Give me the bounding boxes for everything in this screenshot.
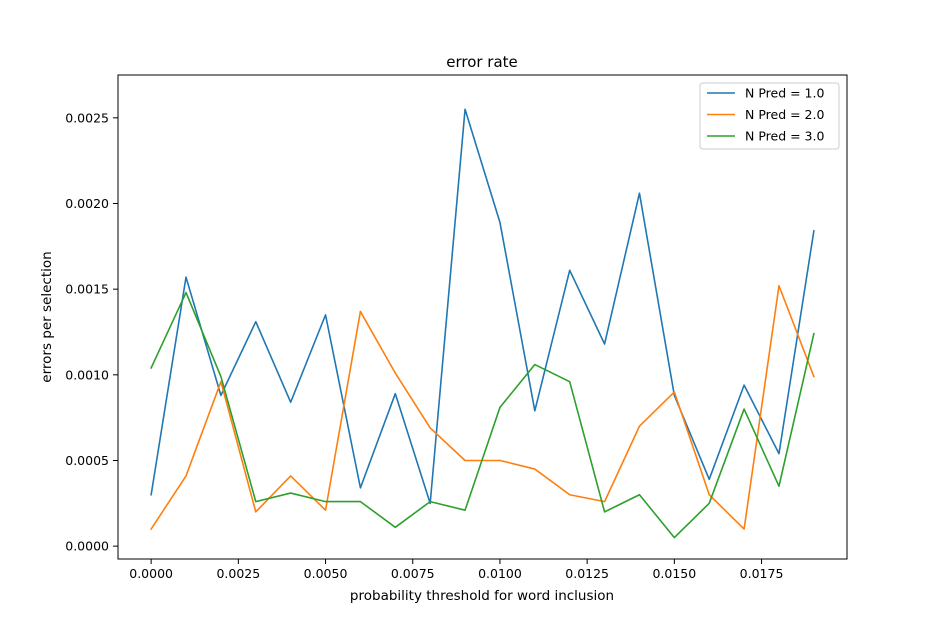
series-line-3 (150, 291, 815, 539)
x-tick-label: 0.0000 (129, 566, 173, 581)
chart-title: error rate (446, 53, 518, 71)
y-tick-label: 0.0000 (65, 539, 109, 554)
x-tick-label: 0.0100 (478, 566, 522, 581)
y-tick-label: 0.0010 (65, 367, 109, 382)
y-axis-ticks: 0.0000 0.0005 0.0010 0.0015 0.0020 0.0025 (65, 110, 118, 554)
y-tick-label: 0.0025 (65, 110, 109, 125)
x-axis-label: probability threshold for word inclusion (350, 588, 614, 604)
x-tick-label: 0.0150 (652, 566, 696, 581)
legend: N Pred = 1.0 N Pred = 2.0 N Pred = 3.0 (699, 82, 840, 150)
x-axis-ticks: 0.0000 0.0025 0.0050 0.0075 0.0100 0.0125 0.01… (129, 559, 783, 581)
series-layer (150, 108, 815, 539)
legend-label-1: N Pred = 1.0 (745, 86, 824, 101)
legend-label-2: N Pred = 2.0 (745, 107, 824, 122)
y-tick-label: 0.0015 (65, 282, 109, 297)
y-tick-label: 0.0005 (65, 453, 109, 468)
plot-frame (117, 74, 848, 560)
legend-label-3: N Pred = 3.0 (745, 129, 824, 144)
y-axis-label: errors per selection (39, 251, 55, 382)
legend-box (699, 82, 840, 150)
x-tick-label: 0.0175 (740, 566, 784, 581)
series-line-1 (150, 108, 815, 505)
y-tick-label: 0.0020 (65, 196, 109, 211)
x-tick-label: 0.0025 (216, 566, 260, 581)
x-tick-label: 0.0125 (565, 566, 609, 581)
x-tick-label: 0.0075 (391, 566, 435, 581)
x-tick-label: 0.0050 (304, 566, 348, 581)
